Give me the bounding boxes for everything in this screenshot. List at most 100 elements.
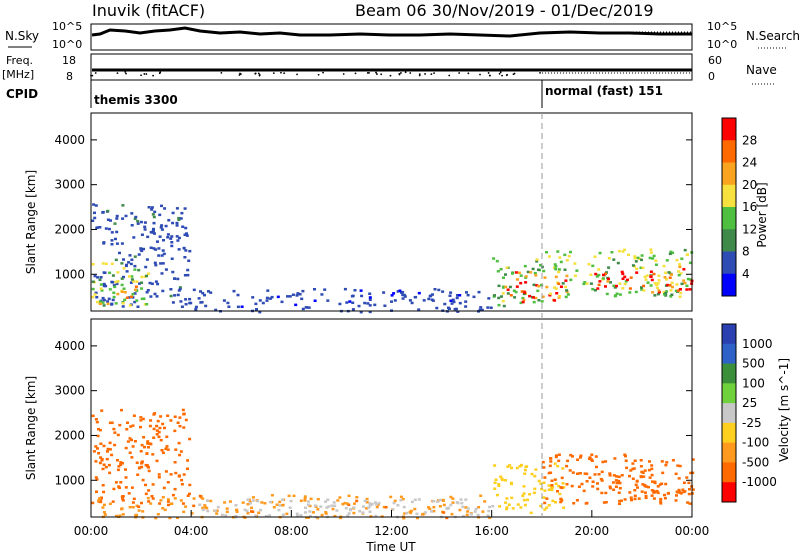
range-gate-cell: [170, 257, 174, 260]
range-gate-cell: [140, 287, 144, 290]
range-gate-cell: [115, 514, 118, 518]
colorbar-tick-label: -100: [742, 436, 769, 450]
range-gate-cell: [198, 494, 202, 498]
range-gate-cell: [110, 243, 114, 246]
range-gate-cell: [246, 512, 250, 515]
range-gate-cell: [186, 459, 190, 462]
range-gate-cell: [446, 507, 450, 510]
range-gate-cell: [524, 465, 528, 468]
range-gate-cell: [91, 287, 95, 291]
range-gate-cell: [160, 204, 163, 208]
range-gate-cell: [659, 500, 663, 503]
range-gate-cell: [671, 459, 675, 462]
range-gate-cell: [125, 428, 129, 431]
range-gate-cell: [139, 247, 143, 250]
range-gate-cell: [299, 514, 303, 517]
range-gate-cell: [537, 284, 540, 288]
range-gate-cell: [543, 501, 547, 505]
range-gate-cell: [533, 271, 537, 275]
range-gate-cell: [405, 511, 409, 515]
range-gate-cell: [228, 500, 232, 503]
range-gate-cell: [548, 464, 552, 468]
y-tick-label: 4000: [54, 133, 85, 147]
range-gate-cell: [634, 290, 638, 294]
freq-point: [125, 72, 127, 75]
range-gate-cell: [550, 488, 554, 492]
range-gate-cell: [566, 293, 570, 296]
range-gate-cell: [665, 290, 668, 293]
range-gate-cell: [102, 304, 106, 307]
range-gate-cell: [547, 255, 551, 258]
range-gate-cell: [624, 454, 627, 458]
range-gate-cell: [143, 221, 147, 224]
velocity-y-axis: 1000 2000 3000 4000: [54, 339, 692, 487]
range-gate-cell: [222, 299, 226, 302]
range-gate-cell: [176, 239, 180, 242]
range-gate-cell: [539, 482, 543, 485]
range-gate-cell: [176, 516, 179, 520]
range-gate-cell: [345, 301, 349, 304]
range-gate-cell: [304, 511, 307, 514]
range-gate-cell: [215, 512, 219, 515]
range-gate-cell: [251, 499, 255, 502]
range-gate-cell: [110, 262, 114, 266]
range-gate-cell: [178, 424, 182, 428]
range-gate-cell: [628, 474, 631, 478]
range-gate-cell: [179, 217, 183, 220]
range-gate-cell: [618, 502, 621, 506]
freq-point: [539, 71, 541, 74]
range-gate-cell: [374, 514, 378, 518]
range-gate-cell: [94, 291, 98, 295]
range-gate-cell: [235, 510, 239, 513]
range-gate-cell: [368, 510, 372, 513]
range-gate-cell: [451, 497, 455, 500]
range-gate-cell: [143, 228, 147, 231]
beam-date-title: Beam 06 30/Nov/2019 - 01/Dec/2019: [355, 1, 654, 20]
range-gate-cell: [543, 276, 547, 279]
range-gate-cell: [657, 290, 661, 294]
freq-point: [513, 72, 516, 75]
range-gate-cell: [130, 278, 134, 281]
range-gate-cell: [556, 490, 559, 493]
range-gate-cell: [265, 299, 269, 302]
freq-tick-high: 18: [62, 54, 76, 67]
range-gate-cell: [570, 484, 574, 488]
y-tick-label: 2000: [54, 222, 85, 236]
range-gate-cell: [630, 498, 633, 502]
range-gate-cell: [169, 288, 173, 291]
range-gate-cell: [368, 292, 372, 295]
freq-point: [398, 72, 401, 75]
freq-point: [409, 72, 412, 74]
range-gate-cell: [491, 504, 495, 508]
range-gate-cell: [559, 497, 563, 501]
range-gate-cell: [432, 505, 436, 509]
range-gate-cell: [368, 304, 372, 307]
range-gate-cell: [557, 268, 561, 271]
range-gate-cell: [188, 297, 192, 301]
range-gate-cell: [133, 217, 137, 220]
range-gate-cell: [92, 450, 96, 453]
range-gate-cell: [326, 498, 330, 501]
range-gate-cell: [561, 282, 565, 285]
range-gate-cell: [456, 501, 460, 505]
range-gate-cell: [465, 291, 468, 294]
range-gate-cell: [445, 516, 449, 520]
range-gate-cell: [510, 466, 513, 470]
range-gate-cell: [533, 474, 537, 478]
range-gate-cell: [110, 453, 114, 457]
nave-tick-high: 60: [708, 54, 722, 67]
range-gate-cell: [188, 437, 192, 441]
range-gate-cell: [108, 421, 112, 425]
range-gate-cell: [591, 485, 595, 488]
nsky-panel: [90, 23, 693, 51]
range-gate-cell: [409, 509, 413, 513]
range-gate-cell: [236, 305, 240, 309]
range-gate-cell: [621, 272, 625, 276]
range-gate-cell: [333, 504, 337, 507]
range-gate-cell: [285, 512, 289, 516]
y-tick-label: 3000: [54, 384, 85, 398]
range-gate-cell: [299, 499, 303, 502]
range-gate-cell: [542, 496, 546, 499]
range-gate-cell: [182, 473, 186, 476]
range-gate-cell: [623, 275, 627, 279]
